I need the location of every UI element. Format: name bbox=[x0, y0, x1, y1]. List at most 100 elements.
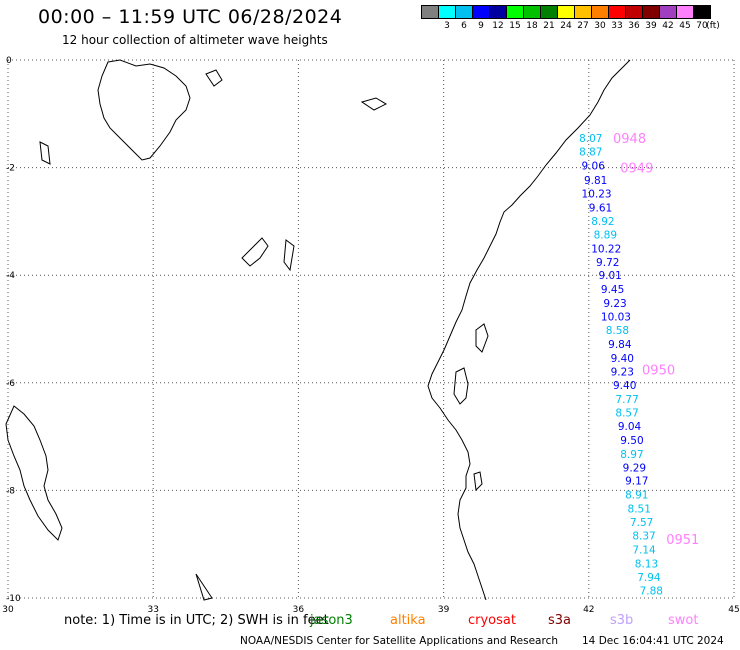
satellite-key-swot: swot bbox=[668, 613, 699, 628]
satellite-pass-label: 0951 bbox=[666, 533, 699, 548]
wave-height-reading: 8.51 bbox=[628, 504, 651, 516]
wave-height-reading: 7.14 bbox=[632, 545, 656, 557]
legend-label: 42 bbox=[662, 21, 674, 31]
legend-swatch bbox=[693, 5, 711, 19]
lat-tick-label: -4 bbox=[6, 271, 15, 281]
coastline-east-africa bbox=[427, 59, 631, 601]
legend-label: 15 bbox=[509, 21, 521, 31]
wave-height-reading: 10.03 bbox=[601, 312, 631, 324]
credit-line: NOAA/NESDIS Center for Satellite Applica… bbox=[240, 635, 558, 647]
lon-tick-label: 42 bbox=[583, 605, 594, 615]
legend-label: 6 bbox=[461, 21, 467, 31]
wave-height-reading: 9.40 bbox=[613, 380, 636, 392]
wave-height-reading: 9.84 bbox=[608, 339, 632, 351]
legend-label: 24 bbox=[560, 21, 572, 31]
coastline bbox=[5, 59, 631, 601]
wave-height-reading: 7.77 bbox=[615, 394, 638, 406]
satellite-pass-label: 0950 bbox=[642, 363, 675, 378]
wave-height-reading: 8.37 bbox=[632, 531, 655, 543]
wave-height-reading: 10.22 bbox=[591, 243, 621, 255]
wave-height-reading: 9.45 bbox=[601, 284, 624, 296]
wave-height-reading: 9.04 bbox=[618, 421, 642, 433]
wave-height-reading: 9.50 bbox=[620, 435, 643, 447]
wave-height-reading: 9.72 bbox=[596, 257, 619, 269]
island-zanzibar bbox=[453, 367, 469, 405]
wave-height-reading: 9.23 bbox=[611, 367, 634, 379]
legend-swatch-row bbox=[421, 5, 711, 19]
wave-height-reading: 9.40 bbox=[611, 353, 634, 365]
legend-label: 21 bbox=[543, 21, 555, 31]
wave-height-reading: 8.97 bbox=[620, 449, 643, 461]
island-mafia bbox=[473, 471, 483, 492]
wave-height-reading: 9.29 bbox=[623, 462, 646, 474]
legend-label: 45 bbox=[679, 21, 691, 31]
lon-tick-label: 45 bbox=[728, 605, 739, 615]
footer-note: note: 1) Time is in UTC; 2) SWH is in fe… bbox=[64, 613, 329, 628]
lat-tick-label: 0 bbox=[6, 56, 12, 66]
map-subtitle: 12 hour collection of altimeter wave hei… bbox=[62, 33, 328, 47]
legend-label: 18 bbox=[526, 21, 538, 31]
legend-label: 27 bbox=[577, 21, 589, 31]
legend-label: 36 bbox=[628, 21, 640, 31]
legend-unit: (ft) bbox=[706, 21, 720, 31]
wave-height-reading: 8.91 bbox=[625, 490, 648, 502]
wave-height-reading: 7.88 bbox=[640, 585, 663, 597]
satellite-pass-label: 0948 bbox=[613, 132, 646, 147]
map-title: 00:00 – 11:59 UTC 06/28/2024 bbox=[38, 6, 343, 28]
lat-tick-label: -10 bbox=[6, 594, 21, 604]
legend-label: 33 bbox=[611, 21, 623, 31]
satellite-key-s3a: s3a bbox=[548, 613, 572, 628]
lake-small-center bbox=[283, 239, 295, 272]
legend-label: 30 bbox=[594, 21, 606, 31]
lake-small-north bbox=[205, 69, 223, 87]
legend-label-row: 3 6 9 12 15 18 21 24 27 30 33 36 39 42 45 70 (ft) bbox=[421, 21, 740, 33]
wave-height-reading: 8.13 bbox=[635, 559, 658, 571]
legend-label: 39 bbox=[645, 21, 657, 31]
wave-height-reading: 8.07 bbox=[579, 133, 602, 145]
lat-tick-label: -8 bbox=[6, 486, 15, 496]
generation-timestamp: 14 Dec 16:04:41 UTC 2024 bbox=[582, 635, 724, 647]
wave-height-reading: 8.57 bbox=[615, 407, 638, 419]
wave-height-reading: 8.92 bbox=[591, 216, 614, 228]
legend-label: 70 bbox=[696, 21, 708, 31]
legend-label: 3 bbox=[444, 21, 450, 31]
lat-tick-label: -2 bbox=[6, 164, 15, 174]
wave-height-reading: 9.23 bbox=[603, 298, 626, 310]
satellite-key-s3b: s3b bbox=[610, 613, 634, 628]
satellite-key-altika: altika bbox=[390, 613, 426, 628]
lon-tick-label: 39 bbox=[438, 605, 450, 615]
lake-rukwa bbox=[5, 405, 63, 541]
wave-height-reading: 9.61 bbox=[589, 202, 612, 214]
satellite-key-jason3: jason3 bbox=[310, 613, 353, 628]
lake-victoria bbox=[97, 59, 191, 161]
axis-tick-labels: 30 33 36 39 42 45 0 -2 -4 -6 -8 -10 bbox=[2, 56, 739, 615]
island-pemba bbox=[475, 323, 489, 353]
lon-tick-label: 30 bbox=[2, 605, 14, 615]
wave-height-reading: 9.17 bbox=[625, 476, 648, 488]
satellite-key-cryosat: cryosat bbox=[468, 613, 516, 628]
lake-reservoir bbox=[241, 237, 269, 267]
wave-height-legend: 3 6 9 12 15 18 21 24 27 30 33 36 39 42 45 70 (ft) bbox=[421, 5, 720, 31]
wave-height-reading: 10.23 bbox=[582, 188, 612, 200]
lake-small-east bbox=[360, 97, 388, 111]
wave-height-reading: 7.57 bbox=[630, 517, 653, 529]
lake-small-south bbox=[195, 573, 213, 601]
satellite-pass-labels: 0948 0949 0950 0951 bbox=[613, 132, 699, 548]
wave-height-reading: 7.94 bbox=[637, 572, 661, 584]
satellite-pass-label: 0949 bbox=[620, 162, 653, 177]
map-gridlines bbox=[7, 59, 735, 599]
lat-tick-label: -6 bbox=[6, 379, 15, 389]
lake-small-west bbox=[39, 141, 51, 165]
wave-height-reading: 8.89 bbox=[594, 229, 617, 241]
legend-label: 12 bbox=[492, 21, 504, 31]
wave-height-reading: 8.58 bbox=[606, 325, 629, 337]
lon-tick-label: 36 bbox=[293, 605, 305, 615]
wave-height-reading: 9.01 bbox=[598, 270, 621, 282]
wave-height-reading: 9.81 bbox=[584, 175, 607, 187]
lon-tick-label: 33 bbox=[147, 605, 158, 615]
wave-height-reading: 9.06 bbox=[582, 160, 606, 172]
legend-label: 9 bbox=[478, 21, 484, 31]
wave-height-reading: 8.87 bbox=[579, 146, 602, 158]
